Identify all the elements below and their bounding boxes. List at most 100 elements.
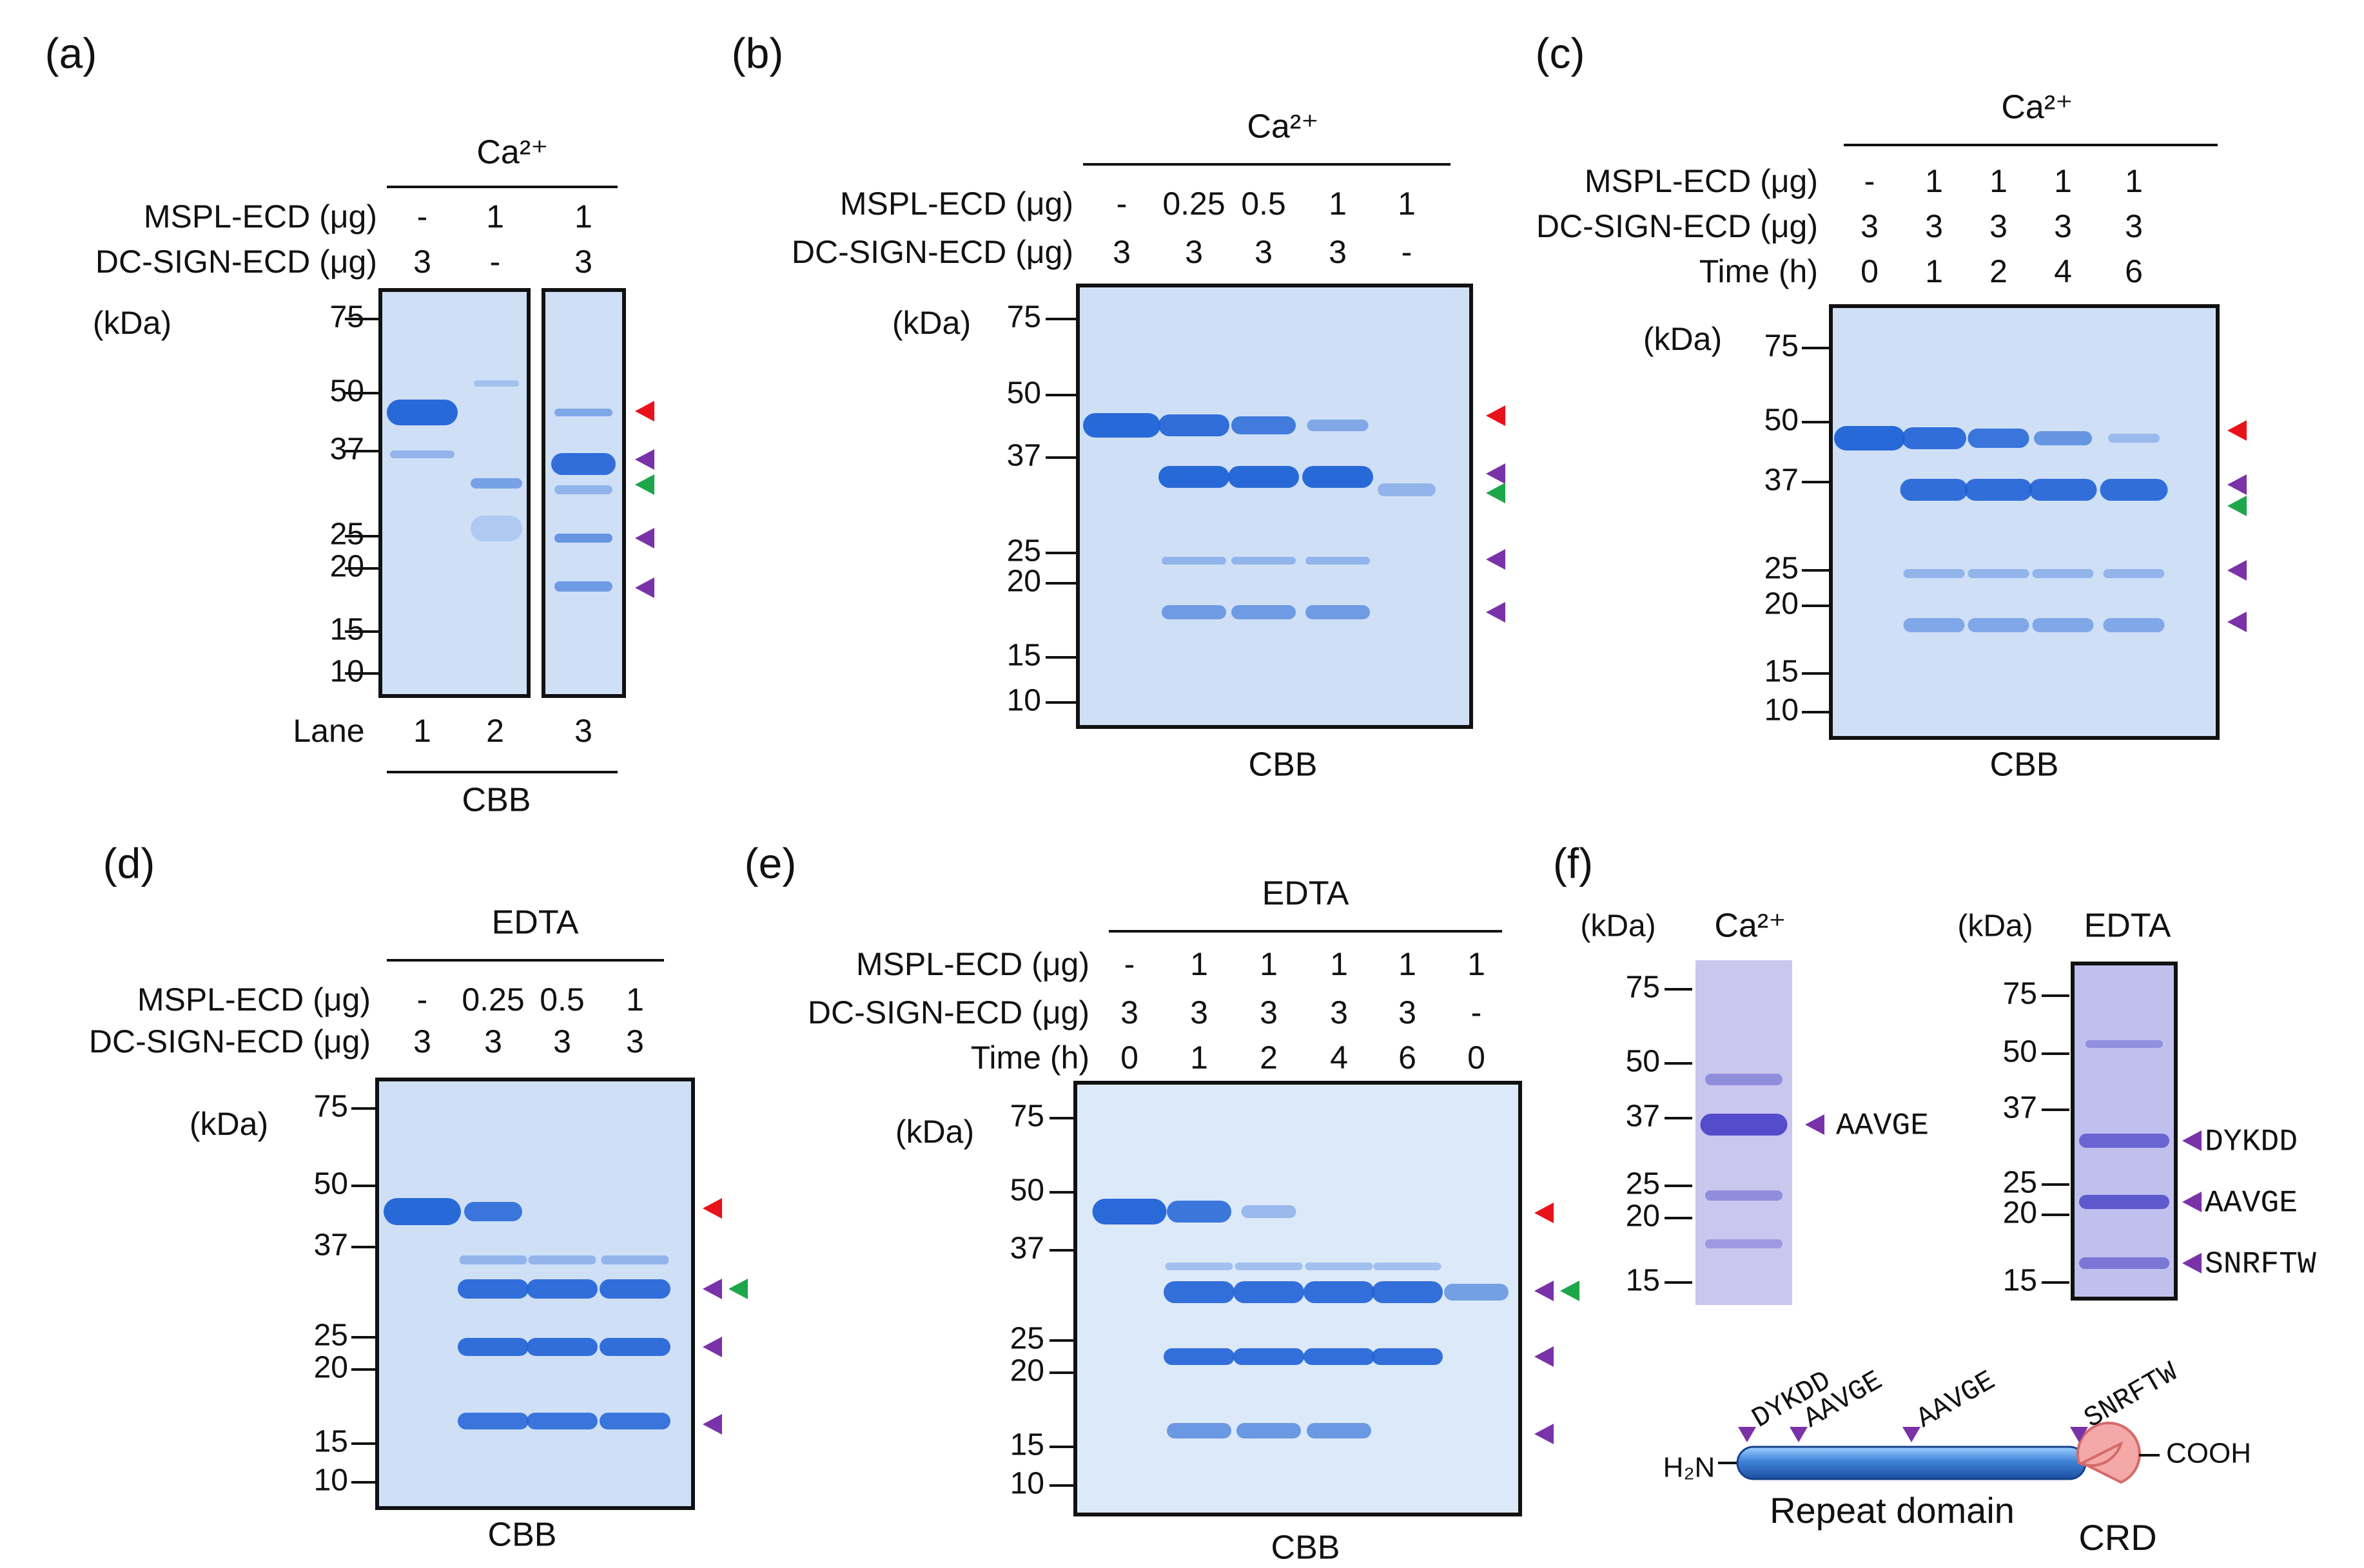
- gel-band: [554, 581, 612, 592]
- panel-label: (d): [103, 839, 155, 887]
- row-label: DC-SIGN-ECD (μg): [1536, 208, 1818, 244]
- gel-frame: [1076, 284, 1473, 729]
- gel-band: [474, 380, 519, 387]
- gel-band: [1964, 479, 2033, 501]
- gel-frame: [375, 1078, 695, 1510]
- gel-band: [471, 516, 522, 541]
- marker-label: 10: [1010, 1467, 1044, 1501]
- row-value: 3: [1329, 234, 1347, 270]
- arrow-purple: [1534, 1346, 1554, 1367]
- row-label: MSPL-ECD (μg): [137, 982, 371, 1018]
- arrow-purple: [2182, 1130, 2202, 1151]
- gel-band: [1235, 1263, 1303, 1270]
- row-value: 3: [553, 1023, 571, 1060]
- row-label: MSPL-ECD (μg): [840, 186, 1073, 222]
- arrow-purple: [1805, 1114, 1824, 1135]
- gel-band: [1233, 1281, 1304, 1303]
- gel-band: [2079, 1195, 2169, 1209]
- marker-label: 50: [1764, 403, 1799, 438]
- gel-band: [600, 1338, 670, 1356]
- lane-number: 1: [413, 713, 431, 749]
- sequence-label: DYKDD: [2205, 1125, 2298, 1160]
- row-value: 3: [2125, 208, 2143, 244]
- row-label: DC-SIGN-ECD (μg): [792, 234, 1073, 270]
- arrow-green: [1486, 483, 1505, 503]
- gel-band: [1307, 1423, 1371, 1438]
- gel-band: [1968, 429, 2029, 448]
- lane-number: 3: [574, 713, 592, 749]
- gel-band: [2029, 479, 2097, 501]
- arrow-red: [703, 1198, 722, 1219]
- marker-label: 75: [2003, 977, 2037, 1011]
- gel-band: [1164, 1281, 1235, 1303]
- gel-band: [458, 1338, 529, 1356]
- arrow-purple: [1486, 602, 1505, 623]
- c-terminus-label: COOH: [2166, 1438, 2251, 1469]
- marker-label: 25: [2003, 1166, 2037, 1200]
- repeat-domain-label: Repeat domain: [1770, 1490, 2015, 1531]
- gel-band: [1304, 1281, 1374, 1303]
- marker-label: 37: [1007, 439, 1041, 473]
- gel-band: [1372, 1281, 1443, 1303]
- gel-band: [527, 1413, 598, 1429]
- marker-label: 10: [330, 655, 364, 689]
- kda-label: (kDa): [190, 1106, 268, 1142]
- gel-band: [1167, 1201, 1231, 1223]
- gel-band: [2108, 434, 2160, 443]
- gel-band: [554, 485, 612, 494]
- gel-band: [459, 1255, 527, 1264]
- arrow-purple: [1486, 549, 1505, 570]
- marker-label: 75: [1764, 329, 1799, 363]
- panel-label: (b): [732, 29, 784, 77]
- row-value: 1: [1260, 946, 1278, 982]
- gel-background: [380, 290, 529, 696]
- crd-shape: [2076, 1421, 2141, 1484]
- marker-label: 37: [330, 432, 364, 467]
- row-value: 3: [1925, 208, 1943, 244]
- gel-band: [527, 1338, 598, 1356]
- gel-band: [2034, 431, 2092, 445]
- row-label: MSPL-ECD (μg): [1585, 163, 1818, 199]
- row-value: 1: [1329, 186, 1347, 222]
- gel-band: [1228, 466, 1299, 488]
- marker-label: 75: [1010, 1099, 1044, 1134]
- gel-band: [600, 1279, 670, 1299]
- lane-label: Lane: [293, 713, 364, 749]
- gel-band: [554, 534, 612, 543]
- gel-band: [464, 1202, 522, 1221]
- gel-band: [1236, 1423, 1301, 1438]
- marker-label: 20: [1764, 587, 1799, 621]
- gel-band: [2103, 569, 2165, 578]
- gel-band: [2079, 1134, 2169, 1148]
- gel-frame: [378, 288, 531, 698]
- panel-c: (c) Ca²⁺ MSPL-ECD (μg) - 1 1 1 1 DC-SIGN-ECD (μg…: [1536, 29, 2247, 784]
- row-value: 1: [574, 198, 592, 235]
- gel-band: [1900, 479, 1968, 501]
- gel-band: [2032, 569, 2094, 578]
- row-value: -: [1124, 946, 1135, 982]
- marker-label: 15: [1010, 1428, 1044, 1462]
- marker-label: 50: [314, 1167, 348, 1201]
- panel-d: (d) EDTA MSPL-ECD (μg) -0.25 0.5 1 DC-SIGN-ECD…: [89, 839, 748, 1554]
- arrow-purple: [2182, 1192, 2202, 1212]
- arrow-red: [1486, 405, 1505, 426]
- gel-band: [1307, 420, 1369, 431]
- arrow-green: [635, 474, 654, 495]
- gel-band: [1167, 1423, 1231, 1438]
- row-value: 6: [1398, 1040, 1416, 1076]
- marker-label: 75: [1626, 971, 1660, 1005]
- gel-band: [2032, 618, 2094, 632]
- gel-band: [601, 1255, 669, 1264]
- condition-label: EDTA: [1262, 875, 1349, 913]
- row-value: 3: [1398, 994, 1416, 1031]
- row-label: DC-SIGN-ECD (μg): [89, 1023, 371, 1060]
- arrow-purple: [703, 1414, 722, 1435]
- row-value: 1: [2125, 163, 2143, 199]
- marker-label: 75: [314, 1090, 348, 1124]
- site-label: AAVGE: [1911, 1365, 2001, 1435]
- condition-label: Ca²⁺: [2001, 89, 2073, 126]
- row-label: Time (h): [1699, 253, 1818, 289]
- marker-label: 25: [1007, 534, 1041, 568]
- gel-band: [458, 1413, 529, 1429]
